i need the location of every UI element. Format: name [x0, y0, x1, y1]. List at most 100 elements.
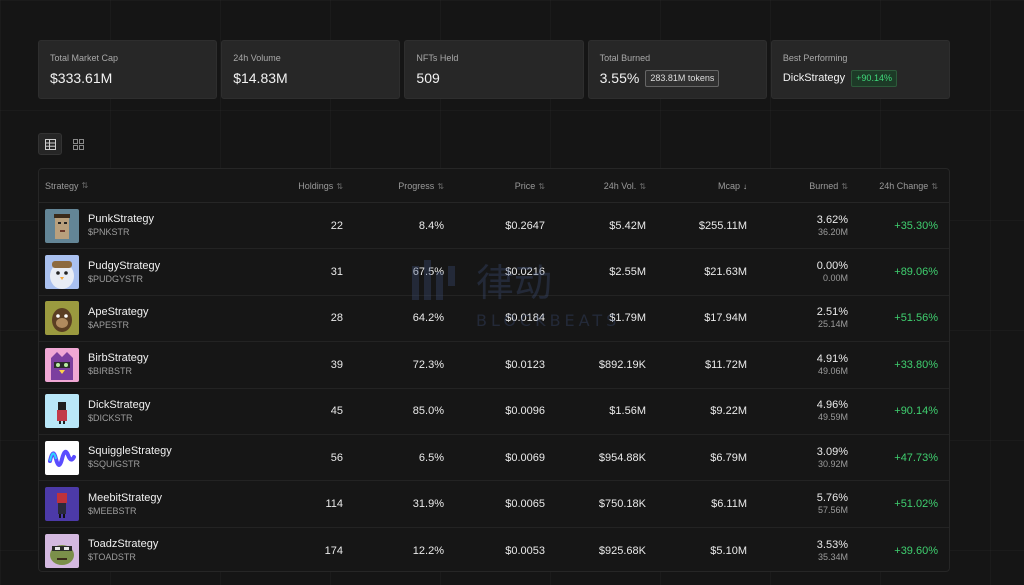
table-row[interactable]: ToadzStrategy $TOADSTR 174 12.2% $0.0053 $925…	[39, 528, 949, 571]
strategy-ticker: $APESTR	[88, 319, 130, 330]
strategy-name[interactable]: ApeStrategy	[88, 305, 149, 318]
table-row[interactable]: BirbStrategy $BIRBSTR 39 72.3% $0.0123 $892.1…	[39, 342, 949, 389]
burned-amount: 30.92M	[817, 458, 848, 469]
burned-cell: 0.00% 0.00M	[747, 260, 848, 284]
column-header-burned[interactable]: Burned ⇅	[809, 180, 848, 191]
burned-amount: 25.14M	[817, 319, 848, 330]
strategy-cell: ApeStrategy $APESTR	[39, 301, 249, 336]
strategy-name[interactable]: PunkStrategy	[88, 213, 155, 226]
strategy-ticker: $SQUIGSTR	[88, 459, 141, 470]
burned-cell: 3.09% 30.92M	[747, 446, 848, 470]
sort-icon: ⇅	[81, 181, 89, 190]
strategy-name[interactable]: DickStrategy	[88, 398, 151, 411]
strategy-ticker: $PNKSTR	[88, 227, 130, 238]
burned-percent: 3.53%	[816, 538, 848, 551]
strategy-cell: MeebitStrategy $MEEBSTR	[39, 487, 249, 522]
table-row[interactable]: ApeStrategy $APESTR 28 64.2% $0.0184 $1.79M $1…	[39, 296, 949, 343]
strategy-cell: DickStrategy $DICKSTR	[39, 394, 249, 429]
burned-tokens-badge: 283.81M tokens	[645, 69, 720, 87]
strategy-info: PudgyStrategy $PUDGYSTR	[88, 260, 160, 285]
stat-value: DickStrategy +90.14%	[783, 69, 938, 87]
mcap-cell: $11.72M	[705, 358, 747, 371]
strategy-name[interactable]: PudgyStrategy	[88, 259, 161, 272]
strategy-ticker: $MEEBSTR	[88, 505, 137, 516]
stat-value: 509	[416, 70, 440, 86]
table-row[interactable]: PudgyStrategy $PUDGYSTR 31 67.5% $0.0216 $2.5…	[39, 249, 949, 296]
burned-cell: 4.91% 49.06M	[747, 353, 848, 377]
strategy-ticker: $TOADSTR	[88, 552, 136, 563]
strategy-ticker: $DICKSTR	[88, 412, 133, 423]
strategy-name[interactable]: MeebitStrategy	[88, 491, 162, 504]
strategy-avatar	[45, 394, 79, 429]
mcap-cell: $6.79M	[710, 451, 747, 464]
table-icon	[44, 138, 56, 150]
column-header-progress[interactable]: Progress ⇅	[398, 180, 444, 191]
progress-cell: 85.0%	[412, 405, 444, 418]
strategy-name[interactable]: BirbStrategy	[88, 352, 149, 365]
sort-desc-icon: ↓	[743, 181, 747, 191]
column-header-mcap[interactable]: Mcap ↓	[717, 180, 747, 191]
holdings-cell: 174	[324, 544, 343, 557]
progress-cell: 67.5%	[412, 266, 444, 279]
table-row[interactable]: PunkStrategy $PNKSTR 22 8.4% $0.2647 $5.42M $2…	[39, 203, 949, 250]
burned-percent: 5.76%	[816, 492, 848, 505]
strategy-cell: PudgyStrategy $PUDGYSTR	[39, 255, 249, 290]
stat-best-performing: Best Performing DickStrategy +90.14%	[770, 40, 951, 99]
table-row[interactable]: SquiggleStrategy $SQUIGSTR 56 6.5% $0.0069 $9…	[39, 435, 949, 482]
strategy-cell: ToadzStrategy $TOADSTR	[39, 533, 249, 568]
mcap-cell: $255.11M	[698, 219, 747, 232]
column-header-volume[interactable]: 24h Vol. ⇅	[603, 180, 646, 191]
sort-icon: ⇅	[437, 181, 444, 191]
strategy-avatar	[45, 255, 79, 290]
best-performing-link[interactable]: DickStrategy	[782, 72, 846, 84]
burned-amount: 49.59M	[817, 412, 848, 423]
table-row[interactable]: DickStrategy $DICKSTR 45 85.0% $0.0096 $1.56M…	[39, 389, 949, 435]
holdings-cell: 31	[330, 266, 343, 279]
burned-amount: 57.56M	[817, 505, 848, 516]
burned-amount: 36.20M	[817, 226, 848, 237]
strategy-name[interactable]: ToadzStrategy	[88, 538, 159, 551]
stat-label: 24h Volume	[233, 53, 281, 63]
strategy-cell: PunkStrategy $PNKSTR	[39, 208, 249, 243]
progress-cell: 8.4%	[418, 219, 444, 232]
strategy-name[interactable]: SquiggleStrategy	[88, 445, 172, 458]
grid-icon	[72, 138, 84, 150]
column-header-strategy[interactable]: Strategy ⇅	[45, 180, 89, 191]
column-header-holdings[interactable]: Holdings ⇅	[298, 180, 343, 191]
strategy-info: DickStrategy $DICKSTR	[88, 399, 150, 424]
stat-label: Total Burned	[599, 53, 651, 63]
progress-cell: 12.2%	[412, 544, 444, 557]
strategy-info: SquiggleStrategy $SQUIGSTR	[88, 445, 172, 470]
sort-icon: ⇅	[841, 181, 848, 191]
strategy-avatar	[45, 440, 79, 475]
grid-view-button[interactable]	[66, 133, 90, 155]
holdings-cell: 22	[330, 219, 343, 232]
stat-label: Best Performing	[782, 53, 848, 63]
strategy-avatar	[45, 533, 79, 568]
progress-cell: 6.5%	[418, 451, 444, 464]
progress-cell: 31.9%	[412, 498, 444, 511]
strategy-avatar	[45, 487, 79, 522]
volume-cell: $925.68K	[598, 544, 646, 557]
holdings-cell: 56	[330, 451, 343, 464]
strategy-cell: BirbStrategy $BIRBSTR	[39, 347, 249, 382]
strategy-info: ToadzStrategy $TOADSTR	[88, 538, 158, 563]
change-cell: +35.30%	[894, 219, 938, 232]
price-cell: $0.0069	[505, 451, 545, 464]
burned-percent: 2.51%	[816, 306, 848, 319]
table-body: PunkStrategy $PNKSTR 22 8.4% $0.2647 $5.42M $2…	[39, 203, 949, 571]
stat-total-burned: Total Burned 3.55% 283.81M tokens	[587, 40, 767, 99]
change-cell: +89.06%	[894, 266, 938, 279]
table-row[interactable]: MeebitStrategy $MEEBSTR 114 31.9% $0.0065 $75…	[39, 481, 949, 528]
volume-cell: $1.79M	[609, 312, 646, 325]
price-cell: $0.0065	[505, 498, 545, 511]
change-cell: +39.60%	[894, 544, 938, 557]
column-header-price[interactable]: Price ⇅	[514, 180, 545, 191]
holdings-cell: 45	[330, 405, 343, 418]
stat-nfts-held: NFTs Held 509	[404, 40, 584, 99]
table-view-button[interactable]	[38, 133, 62, 155]
progress-cell: 72.3%	[412, 358, 444, 371]
best-performing-change-badge: +90.14%	[851, 69, 897, 87]
price-cell: $0.0123	[505, 358, 545, 371]
column-header-change[interactable]: 24h Change ⇅	[879, 180, 938, 191]
